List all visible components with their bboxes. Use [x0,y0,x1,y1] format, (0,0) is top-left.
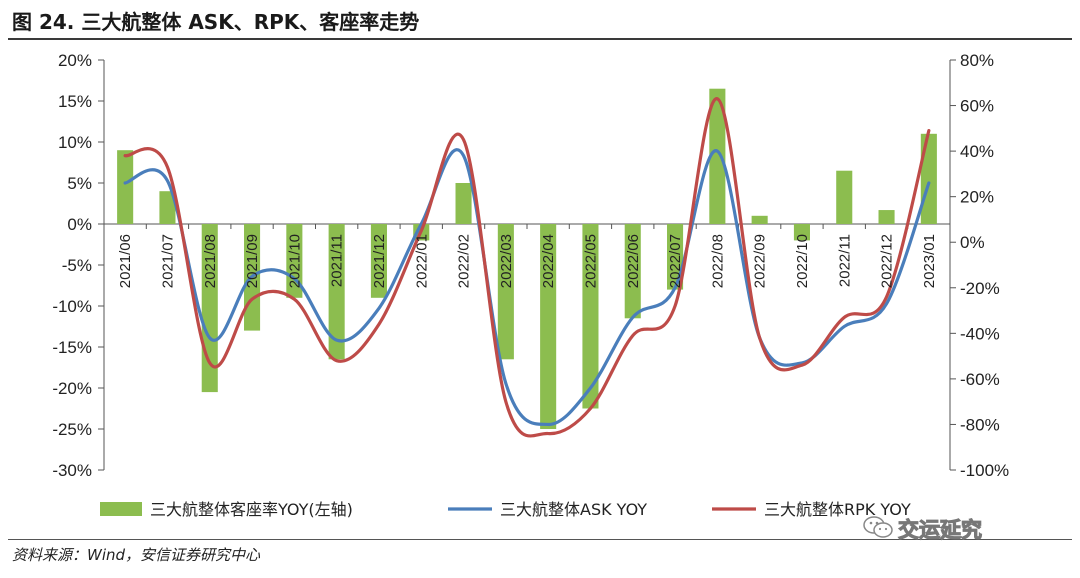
category-label: 2022/11 [836,234,853,287]
bar-2022/05 [582,224,599,409]
left-axis-tick-label: 20% [58,51,92,70]
right-axis-tick-label: -100% [960,461,1009,480]
bar-2022/08 [709,88,726,224]
wechat-icon [863,516,893,538]
category-label: 2021/06 [117,234,134,288]
bar-2022/03 [497,224,514,360]
watermark: 交运延究 [898,518,983,543]
category-label: 2021/08 [202,234,219,288]
category-label: 2021/09 [244,234,261,288]
category-label: 2022/08 [709,234,726,288]
bar-2022/04 [540,224,557,429]
bar-2021/12 [370,224,387,298]
title-divider [8,38,1072,40]
category-label: 2022/03 [498,234,515,288]
right-axis-tick-label: -40% [960,324,1000,343]
category-label: 2022/10 [794,234,811,288]
bar-2022/12 [878,210,895,224]
chart-title: 图 24. 三大航整体 ASK、RPK、客座率走势 [12,10,420,34]
bar-2021/11 [328,224,345,360]
left-axis-tick-label: 0% [67,215,92,234]
bar-2022/10 [793,224,810,241]
left-axis-tick-label: 10% [58,133,92,152]
bar-2021/10 [286,224,303,298]
left-axis-tick-label: 5% [67,174,92,193]
bar-2022/09 [751,215,768,224]
category-label: 2022/02 [456,234,473,288]
right-axis-tick-label: 0% [960,233,985,252]
bar-2022/11 [836,170,853,224]
category-label: 2022/07 [667,234,684,288]
category-label: 2022/12 [879,234,896,288]
rpk-yoy-line [123,97,931,438]
right-axis-tick-label: 20% [960,188,994,207]
left-axis-tick-label: -30% [52,461,92,480]
legend-label-load-factor: 三大航整体客座率YOY(左轴) [150,500,353,519]
category-label: 2022/05 [582,234,599,288]
category-label: 2022/06 [625,234,642,288]
right-axis-tick-label: -20% [960,279,1000,298]
right-axis-tick-label: 80% [960,51,994,70]
legend-swatch-load-factor [100,502,142,516]
category-label: 2021/10 [286,234,303,288]
category-label: 2022/09 [752,234,769,288]
left-axis-tick-label: -15% [52,338,92,357]
left-axis-tick-label: -5% [62,256,92,275]
category-label: 2022/01 [413,234,430,288]
ask-yoy-line [123,148,931,427]
right-axis-tick-label: -80% [960,415,1000,434]
left-axis-tick-label: -20% [52,379,92,398]
footer-divider [8,539,1072,540]
bar-2022/06 [624,224,641,319]
left-axis-tick-label: -10% [52,297,92,316]
chart: 20% 15% 10% 5% 0% -5% -10% -15% -20% -25% -30% 80% 6… [52,51,1009,519]
bar-2021/07 [159,191,176,224]
legend-label-rpk: 三大航整体RPK YOY [764,500,911,519]
right-axis-tick-label: 60% [960,97,994,116]
category-label: 2023/01 [921,234,938,288]
left-axis-tick-label: -25% [52,420,92,439]
right-axis-tick-label: -60% [960,370,1000,389]
bar-2022/02 [455,183,472,224]
right-axis-tick-label: 40% [960,142,994,161]
category-label: 2021/11 [329,234,346,287]
source-note: 资料来源：Wind，安信证券研究中心 [12,546,261,564]
left-axis-tick-label: 15% [58,92,92,111]
legend-label-ask: 三大航整体ASK YOY [500,500,647,519]
category-label: 2021/12 [371,234,388,288]
bar-2023/01 [920,133,937,224]
category-label: 2022/04 [540,234,557,288]
bar-2021/06 [117,150,134,224]
category-label: 2021/07 [159,234,176,288]
